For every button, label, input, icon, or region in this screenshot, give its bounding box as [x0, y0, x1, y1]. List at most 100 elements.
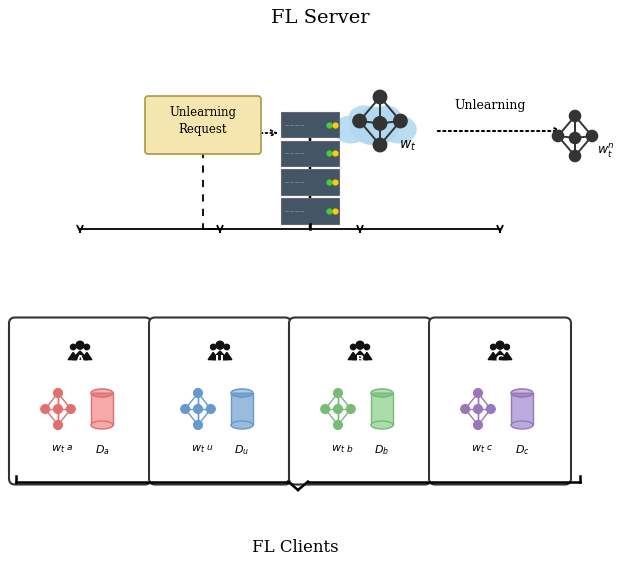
- Text: $D_{u}$: $D_{u}$: [234, 443, 250, 457]
- Ellipse shape: [91, 389, 113, 397]
- Circle shape: [216, 341, 224, 349]
- Polygon shape: [222, 353, 232, 359]
- Circle shape: [333, 405, 342, 414]
- Circle shape: [570, 151, 580, 162]
- Text: C: C: [496, 355, 504, 365]
- Circle shape: [224, 344, 230, 350]
- Circle shape: [353, 114, 366, 128]
- Polygon shape: [488, 353, 498, 359]
- Text: $u$: $u$: [206, 443, 213, 452]
- Ellipse shape: [91, 421, 113, 429]
- Text: Unlearning: Unlearning: [454, 100, 525, 113]
- Text: B: B: [356, 355, 364, 365]
- FancyBboxPatch shape: [149, 318, 291, 484]
- Polygon shape: [208, 353, 218, 359]
- Circle shape: [54, 405, 63, 414]
- FancyBboxPatch shape: [145, 96, 261, 154]
- Polygon shape: [502, 353, 512, 359]
- Ellipse shape: [381, 115, 417, 144]
- FancyBboxPatch shape: [91, 393, 113, 425]
- Circle shape: [193, 405, 202, 414]
- Text: $D_{c}$: $D_{c}$: [515, 443, 529, 457]
- Circle shape: [351, 344, 356, 350]
- Text: $D_{a}$: $D_{a}$: [95, 443, 109, 457]
- Ellipse shape: [354, 121, 396, 145]
- Circle shape: [474, 405, 483, 414]
- Circle shape: [211, 344, 216, 350]
- Ellipse shape: [511, 389, 533, 397]
- Text: $a$: $a$: [66, 443, 73, 452]
- FancyBboxPatch shape: [281, 141, 339, 166]
- Ellipse shape: [349, 105, 380, 130]
- Circle shape: [333, 388, 342, 397]
- FancyBboxPatch shape: [281, 169, 339, 195]
- FancyBboxPatch shape: [231, 393, 253, 425]
- Circle shape: [586, 130, 598, 142]
- Circle shape: [67, 405, 76, 414]
- Circle shape: [321, 405, 330, 414]
- Circle shape: [490, 344, 496, 350]
- Circle shape: [486, 405, 495, 414]
- Polygon shape: [72, 351, 88, 359]
- Circle shape: [76, 341, 84, 349]
- Text: $w_t$: $w_t$: [331, 443, 345, 455]
- Circle shape: [461, 405, 470, 414]
- FancyBboxPatch shape: [511, 393, 533, 425]
- Text: A: A: [76, 355, 84, 365]
- Polygon shape: [68, 353, 78, 359]
- Text: $w_t$: $w_t$: [471, 443, 485, 455]
- Ellipse shape: [350, 107, 400, 145]
- Text: $b$: $b$: [346, 443, 353, 454]
- Circle shape: [570, 132, 580, 144]
- Text: $D_{b}$: $D_{b}$: [374, 443, 390, 457]
- Circle shape: [504, 344, 509, 350]
- Polygon shape: [212, 351, 228, 359]
- Circle shape: [41, 405, 50, 414]
- Circle shape: [474, 388, 483, 397]
- Ellipse shape: [371, 421, 393, 429]
- Text: $c$: $c$: [486, 443, 493, 452]
- Circle shape: [54, 388, 63, 397]
- Circle shape: [496, 341, 504, 349]
- Text: Unlearning
Request: Unlearning Request: [170, 106, 237, 136]
- Text: $w_t$: $w_t$: [51, 443, 65, 455]
- Polygon shape: [492, 351, 508, 359]
- Polygon shape: [82, 353, 92, 359]
- Circle shape: [193, 388, 202, 397]
- Circle shape: [346, 405, 355, 414]
- Circle shape: [70, 344, 76, 350]
- Text: $w_t$: $w_t$: [399, 139, 417, 153]
- Circle shape: [180, 405, 189, 414]
- Circle shape: [193, 421, 202, 430]
- Polygon shape: [348, 353, 358, 359]
- Text: $w_t^n$: $w_t^n$: [597, 142, 615, 160]
- Circle shape: [54, 421, 63, 430]
- FancyBboxPatch shape: [281, 198, 339, 224]
- Ellipse shape: [371, 105, 401, 130]
- Circle shape: [552, 130, 564, 142]
- Circle shape: [373, 91, 387, 104]
- Circle shape: [333, 421, 342, 430]
- Circle shape: [373, 138, 387, 152]
- FancyBboxPatch shape: [289, 318, 431, 484]
- FancyBboxPatch shape: [429, 318, 571, 484]
- Circle shape: [570, 110, 580, 122]
- Circle shape: [364, 344, 369, 350]
- FancyBboxPatch shape: [371, 393, 393, 425]
- Ellipse shape: [231, 389, 253, 397]
- Circle shape: [394, 114, 407, 128]
- FancyBboxPatch shape: [9, 318, 151, 484]
- Ellipse shape: [371, 389, 393, 397]
- Polygon shape: [352, 351, 368, 359]
- Circle shape: [474, 421, 483, 430]
- Text: FL Clients: FL Clients: [252, 539, 339, 556]
- Circle shape: [356, 341, 364, 349]
- Ellipse shape: [511, 421, 533, 429]
- Text: FL Server: FL Server: [271, 9, 369, 27]
- Ellipse shape: [231, 421, 253, 429]
- Text: $w_t$: $w_t$: [191, 443, 205, 455]
- Polygon shape: [362, 353, 372, 359]
- Circle shape: [206, 405, 215, 414]
- Circle shape: [84, 344, 90, 350]
- Text: U: U: [216, 355, 225, 365]
